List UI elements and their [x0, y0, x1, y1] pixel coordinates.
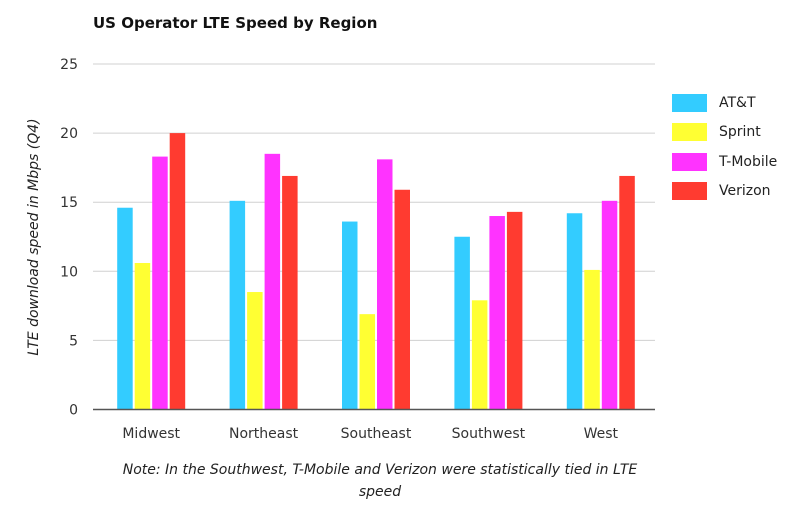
legend-swatch: [672, 182, 707, 201]
bar-sprint-northeast: [247, 292, 263, 410]
legend-label: T-Mobile: [719, 153, 778, 170]
bar-att-southwest: [454, 236, 470, 410]
y-tick-label: 15: [60, 195, 78, 211]
bar-verizon-west: [619, 175, 635, 410]
y-tick-label: 20: [60, 126, 78, 142]
legend-item: AT&T: [672, 88, 777, 118]
bar-tmobile-southeast: [377, 159, 393, 410]
bar-att-west: [566, 213, 583, 410]
bar-att-southeast: [342, 221, 358, 410]
bar-tmobile-southwest: [489, 216, 505, 410]
y-tick-label: 25: [60, 57, 78, 73]
bar-att-midwest: [117, 207, 133, 410]
legend-swatch: [672, 93, 707, 112]
legend-swatch: [672, 152, 707, 171]
bar-verizon-northeast: [282, 175, 298, 410]
legend: AT&T Sprint T-Mobile Verizon: [672, 88, 777, 206]
x-tick-label: Midwest: [122, 426, 180, 442]
chart-title: US Operator LTE Speed by Region: [93, 14, 378, 32]
y-axis-label: LTE download speed in Mbps (Q4): [26, 118, 42, 355]
legend-label: Verizon: [719, 183, 771, 200]
bar-sprint-southwest: [471, 300, 488, 410]
legend-item: T-Mobile: [672, 147, 777, 177]
bar-tmobile-west: [601, 200, 618, 410]
bar-sprint-southeast: [359, 314, 375, 410]
legend-label: AT&T: [719, 94, 756, 111]
bar-sprint-west: [584, 269, 600, 410]
legend-item: Sprint: [672, 118, 777, 148]
bar-sprint-midwest: [134, 263, 151, 410]
x-tick-label: Northeast: [229, 426, 299, 442]
chart-note: Note: In the Southwest, T-Mobile and Ver…: [122, 462, 638, 500]
bar-verizon-southeast: [394, 189, 410, 410]
legend-label: Sprint: [719, 124, 761, 141]
legend-item: Verizon: [672, 177, 777, 207]
bar-verizon-midwest: [169, 133, 186, 410]
legend-swatch: [672, 123, 707, 142]
y-tick-label: 10: [60, 264, 78, 280]
y-tick-label: 5: [69, 333, 78, 349]
bar-verizon-southwest: [506, 211, 523, 410]
bar-tmobile-northeast: [264, 153, 281, 410]
bar-tmobile-midwest: [152, 156, 168, 410]
x-tick-label: Southwest: [452, 426, 526, 442]
x-tick-label: West: [584, 426, 619, 442]
y-tick-label: 0: [69, 403, 78, 419]
bar-att-northeast: [229, 200, 246, 410]
x-tick-label: Southeast: [341, 426, 412, 442]
